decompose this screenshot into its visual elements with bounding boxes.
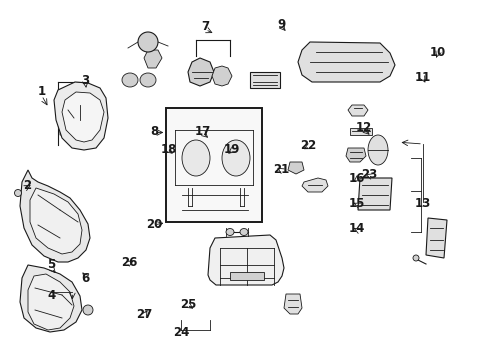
Text: 18: 18 bbox=[160, 143, 177, 156]
Text: 15: 15 bbox=[348, 197, 365, 210]
Polygon shape bbox=[207, 235, 284, 285]
Text: 7: 7 bbox=[201, 21, 209, 33]
Text: 26: 26 bbox=[121, 256, 138, 269]
Polygon shape bbox=[212, 66, 231, 86]
Ellipse shape bbox=[222, 140, 249, 176]
Polygon shape bbox=[287, 162, 304, 174]
Polygon shape bbox=[187, 58, 214, 86]
Polygon shape bbox=[349, 128, 371, 135]
Text: 14: 14 bbox=[348, 222, 365, 235]
Ellipse shape bbox=[412, 255, 418, 261]
Polygon shape bbox=[165, 108, 262, 222]
Text: 17: 17 bbox=[194, 125, 211, 138]
Text: 9: 9 bbox=[277, 18, 285, 31]
Polygon shape bbox=[297, 42, 394, 82]
Text: 20: 20 bbox=[145, 219, 162, 231]
Polygon shape bbox=[346, 148, 365, 162]
Text: 21: 21 bbox=[272, 163, 289, 176]
Ellipse shape bbox=[140, 73, 156, 87]
Text: 2: 2 bbox=[23, 179, 31, 192]
Polygon shape bbox=[20, 265, 82, 332]
Text: 23: 23 bbox=[360, 168, 377, 181]
Polygon shape bbox=[30, 188, 82, 254]
Text: 6: 6 bbox=[81, 273, 89, 285]
Text: 27: 27 bbox=[136, 309, 152, 321]
Text: 13: 13 bbox=[414, 197, 430, 210]
Ellipse shape bbox=[138, 32, 158, 52]
Ellipse shape bbox=[367, 135, 387, 165]
Polygon shape bbox=[347, 105, 367, 116]
Polygon shape bbox=[229, 272, 264, 280]
Polygon shape bbox=[249, 72, 280, 88]
Text: 16: 16 bbox=[348, 172, 365, 185]
Text: 12: 12 bbox=[355, 121, 372, 134]
Polygon shape bbox=[143, 50, 162, 68]
Ellipse shape bbox=[122, 73, 138, 87]
Polygon shape bbox=[357, 178, 391, 210]
Text: 22: 22 bbox=[299, 139, 316, 152]
Polygon shape bbox=[20, 170, 90, 262]
Polygon shape bbox=[284, 294, 302, 314]
Text: 1: 1 bbox=[38, 85, 45, 98]
Polygon shape bbox=[28, 274, 74, 330]
Text: 4: 4 bbox=[47, 289, 55, 302]
Ellipse shape bbox=[182, 140, 209, 176]
Ellipse shape bbox=[15, 189, 21, 197]
Ellipse shape bbox=[83, 305, 93, 315]
Text: 3: 3 bbox=[81, 75, 89, 87]
Polygon shape bbox=[425, 218, 446, 258]
Text: 5: 5 bbox=[47, 258, 55, 271]
Polygon shape bbox=[54, 82, 108, 150]
Text: 11: 11 bbox=[414, 71, 430, 84]
Text: 19: 19 bbox=[224, 143, 240, 156]
Ellipse shape bbox=[225, 229, 234, 235]
Text: 24: 24 bbox=[172, 327, 189, 339]
Text: 25: 25 bbox=[180, 298, 196, 311]
Ellipse shape bbox=[240, 229, 247, 235]
Text: 8: 8 bbox=[150, 125, 158, 138]
Polygon shape bbox=[62, 92, 104, 142]
Text: 10: 10 bbox=[428, 46, 445, 59]
Polygon shape bbox=[302, 178, 327, 192]
Polygon shape bbox=[60, 125, 92, 135]
